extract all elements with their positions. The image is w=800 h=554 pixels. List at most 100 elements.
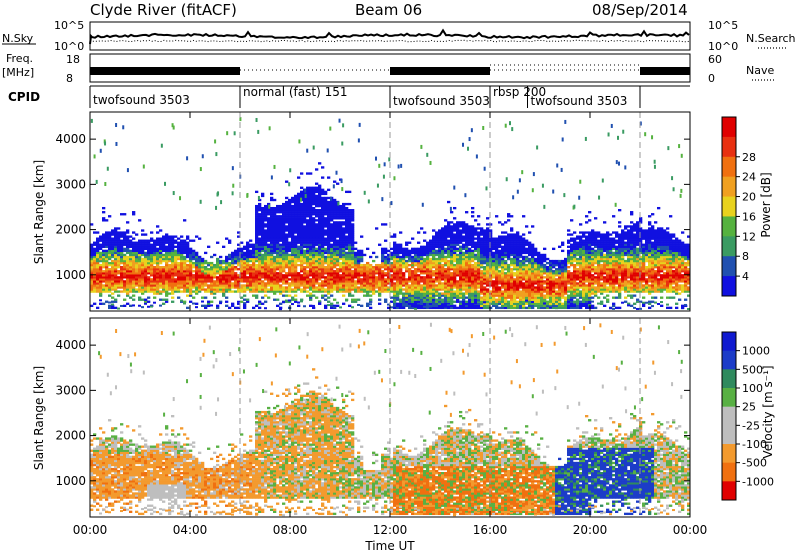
heatmap-cell: [399, 251, 403, 255]
heatmap-cell: [216, 306, 220, 310]
heatmap-cell: [492, 259, 496, 263]
heatmap-cell: [441, 270, 445, 273]
heatmap-cell: [366, 276, 370, 279]
heatmap-cell: [504, 253, 508, 257]
heatmap-cell: [102, 261, 106, 265]
heatmap-cell: [318, 302, 322, 305]
heatmap-cell: [219, 302, 222, 305]
heatmap-cell: [447, 241, 451, 244]
heatmap-cell: [384, 280, 388, 283]
heatmap-cell: [285, 300, 289, 303]
heatmap-cell: [123, 235, 127, 238]
heatmap-cell: [156, 261, 160, 265]
heatmap-cell: [447, 280, 451, 283]
heatmap-cell: [357, 276, 361, 279]
heatmap-cell: [135, 274, 139, 277]
heatmap-cell: [288, 245, 292, 248]
heatmap-cell: [402, 247, 406, 251]
heatmap-cell: [324, 190, 328, 194]
heatmap-cell: [147, 300, 151, 303]
heatmap-cell: [351, 253, 355, 257]
heatmap-cell: [465, 304, 469, 308]
heatmap-cell: [168, 253, 172, 257]
heatmap-cell: [429, 296, 433, 299]
heatmap-cell: [414, 282, 418, 285]
heatmap-cell: [411, 255, 415, 259]
heatmap-cell: [471, 211, 475, 214]
heatmap-cell: [138, 288, 142, 291]
heatmap-cell: [348, 304, 352, 308]
heatmap-cell: [471, 290, 475, 293]
heatmap-cell: [255, 229, 259, 232]
heatmap-cell: [168, 251, 172, 255]
heatmap-cell: [462, 280, 466, 283]
heatmap-cell: [180, 253, 184, 257]
heatmap-cell: [120, 304, 123, 307]
heatmap-cell: [528, 306, 532, 310]
heatmap-cell: [279, 263, 283, 267]
heatmap-cell: [342, 282, 346, 285]
heatmap-cell: [354, 276, 358, 279]
heatmap-cell: [141, 241, 145, 244]
heatmap-cell: [426, 257, 430, 261]
heatmap-cell: [174, 259, 178, 263]
heatmap-cell: [267, 288, 271, 291]
heatmap-cell: [102, 235, 106, 238]
heatmap-cell: [297, 221, 301, 224]
heatmap-cell: [339, 211, 343, 214]
heatmap-cell: [318, 196, 322, 200]
heatmap-cell: [144, 280, 148, 283]
heatmap-cell: [426, 263, 430, 267]
heatmap-cell: [393, 278, 397, 281]
heatmap-cell: [459, 261, 463, 265]
heatmap-cell: [336, 239, 340, 242]
heatmap-cell: [393, 284, 397, 287]
heatmap-cell: [294, 278, 298, 281]
heatmap-cell: [141, 243, 145, 246]
heatmap-cell: [321, 229, 325, 232]
heatmap-cell: [420, 306, 424, 310]
heatmap-cell: [276, 255, 280, 259]
heatmap-cell: [150, 282, 154, 285]
heatmap-cell: [129, 253, 133, 257]
heatmap-cell: [123, 272, 127, 275]
heatmap-cell: [519, 274, 523, 277]
heatmap-cell: [414, 302, 418, 305]
heatmap-cell: [513, 278, 517, 281]
heatmap-cell: [246, 249, 250, 253]
heatmap-cell: [327, 225, 331, 228]
heatmap-cell: [423, 251, 427, 255]
heatmap-cell: [447, 229, 451, 232]
heatmap-cell: [366, 278, 370, 281]
heatmap-cell: [468, 239, 472, 242]
heatmap-cell: [330, 217, 334, 220]
heatmap-cell: [411, 306, 415, 310]
heatmap-cell: [342, 215, 346, 218]
heatmap-cell: [156, 225, 160, 228]
heatmap-cell: [273, 259, 277, 263]
heatmap-cell: [303, 225, 307, 228]
heatmap-cell: [375, 268, 379, 271]
heatmap-cell: [126, 249, 130, 253]
heatmap-cell: [510, 272, 514, 275]
heatmap-cell: [360, 259, 364, 263]
heatmap-cell: [105, 231, 109, 234]
heatmap-cell: [237, 274, 241, 277]
heatmap-cell: [147, 305, 150, 308]
heatmap-cell: [228, 255, 232, 259]
heatmap-cell: [282, 259, 286, 263]
heatmap-cell: [312, 192, 316, 196]
heatmap-cell: [444, 280, 448, 283]
heatmap-cell: [174, 241, 178, 244]
heatmap-cell: [210, 265, 214, 269]
heatmap-cell: [162, 249, 166, 253]
heatmap-cell: [330, 235, 334, 238]
heatmap-cell: [501, 272, 505, 275]
heatmap-cell: [105, 270, 109, 273]
heatmap-cell: [291, 265, 295, 269]
heatmap-cell: [426, 249, 430, 253]
heatmap-cell: [159, 298, 163, 301]
heatmap-cell: [285, 243, 289, 246]
heatmap-cell: [468, 268, 472, 271]
heatmap-cell: [297, 280, 301, 283]
